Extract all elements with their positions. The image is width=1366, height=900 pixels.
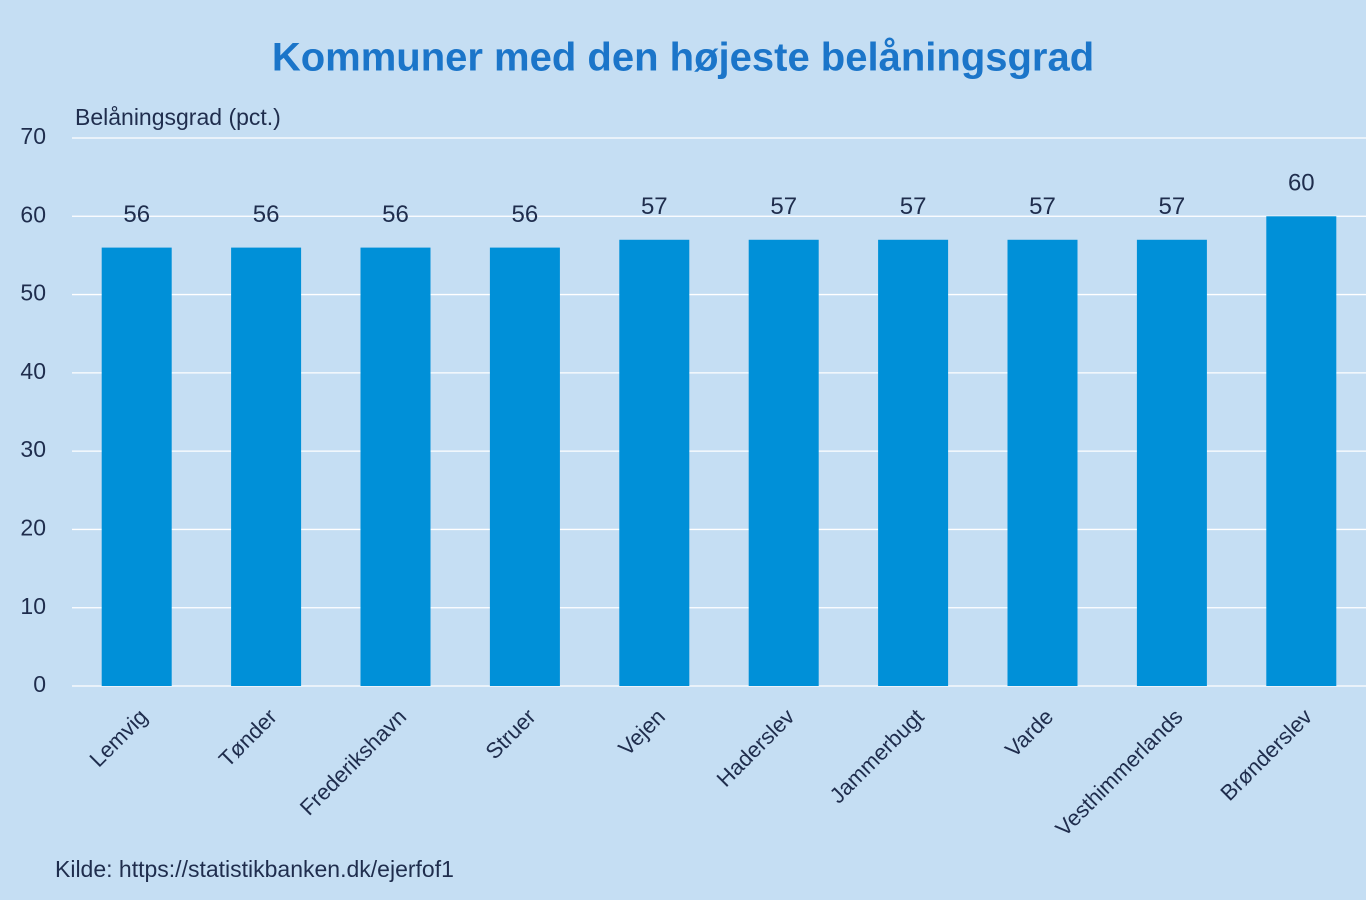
data-label: 57 <box>770 193 797 220</box>
bar <box>748 239 819 686</box>
data-label: 57 <box>641 193 668 220</box>
y-tick-label: 20 <box>20 515 46 541</box>
chart-title: Kommuner med den højeste belåningsgrad <box>272 36 1094 80</box>
bar <box>101 247 172 686</box>
data-label: 57 <box>900 193 927 220</box>
data-label: 57 <box>1029 193 1056 220</box>
data-label: 56 <box>123 201 150 228</box>
source-note: Kilde: https://statistikbanken.dk/ejerfo… <box>55 856 454 882</box>
y-axis-label: Belåningsgrad (pct.) <box>75 104 281 130</box>
y-tick-label: 0 <box>33 671 46 697</box>
bar <box>489 247 560 686</box>
data-label: 56 <box>253 201 280 228</box>
bar <box>1136 239 1207 686</box>
y-tick-label: 60 <box>20 201 46 227</box>
y-tick-label: 50 <box>20 280 46 306</box>
y-tick-label: 70 <box>20 123 46 149</box>
bar <box>231 247 302 686</box>
data-label: 57 <box>1159 193 1186 220</box>
y-tick-label: 40 <box>20 358 46 384</box>
bar <box>1007 239 1078 686</box>
y-tick-label: 10 <box>20 593 46 619</box>
bar <box>878 239 949 686</box>
bar <box>1266 216 1337 687</box>
data-label: 60 <box>1288 170 1315 197</box>
bar <box>619 239 690 686</box>
data-label: 56 <box>382 201 409 228</box>
data-label: 56 <box>512 201 539 228</box>
y-tick-label: 30 <box>20 436 46 462</box>
bar <box>360 247 431 686</box>
